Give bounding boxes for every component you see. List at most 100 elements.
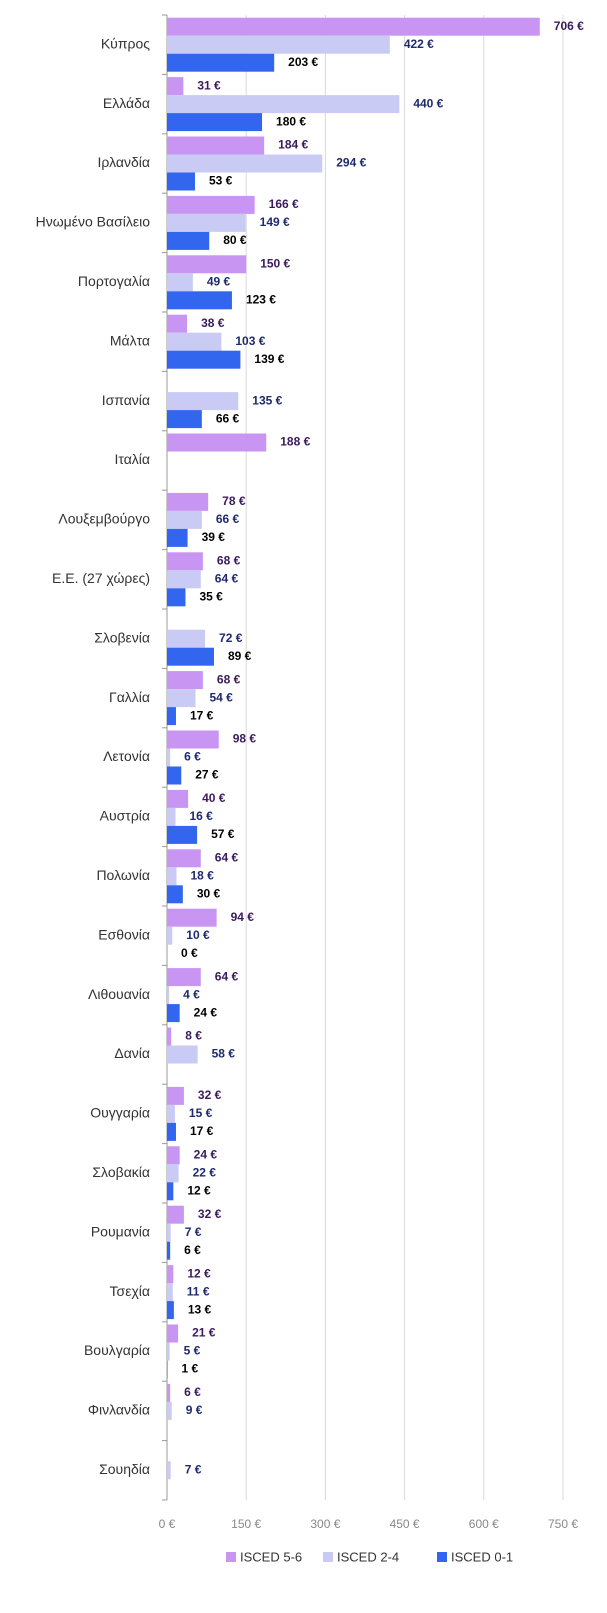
- value-label: 68 €: [217, 672, 241, 686]
- category-label: Ισπανία: [102, 392, 150, 408]
- bar: [167, 17, 540, 36]
- bar: [167, 53, 275, 72]
- category-label: Σλοβενία: [94, 629, 150, 645]
- value-label: 17 €: [190, 1124, 214, 1138]
- x-tick-label: 450 €: [390, 1517, 420, 1531]
- x-tick-label: 600 €: [469, 1517, 499, 1531]
- bar: [167, 689, 196, 708]
- value-label: 68 €: [217, 553, 241, 567]
- category-label: Ε.Ε. (27 χώρες): [52, 570, 150, 586]
- bar: [167, 113, 263, 132]
- category-label: Κύπρος: [101, 35, 150, 51]
- value-label: 78 €: [222, 494, 246, 508]
- bar: [167, 528, 188, 547]
- bar: [167, 789, 189, 808]
- category-label: Λιθουανία: [88, 986, 150, 1002]
- category-label: Αυστρία: [100, 808, 150, 824]
- category-label: Σουηδία: [99, 1461, 150, 1477]
- value-label: 123 €: [246, 292, 276, 306]
- category-label: Σλοβακία: [92, 1164, 150, 1180]
- bar: [167, 748, 171, 767]
- value-label: 5 €: [184, 1344, 201, 1358]
- value-label: 32 €: [198, 1088, 222, 1102]
- value-label: 7 €: [185, 1462, 202, 1476]
- category-label: Φινλανδία: [88, 1402, 150, 1418]
- value-label: 54 €: [210, 690, 234, 704]
- x-tick-label: 750 €: [548, 1517, 578, 1531]
- value-label: 31 €: [197, 78, 221, 92]
- value-label: 66 €: [216, 411, 240, 425]
- bar: [167, 707, 176, 726]
- value-label: 16 €: [189, 809, 213, 823]
- bar: [167, 552, 203, 571]
- bar: [167, 671, 203, 690]
- value-label: 12 €: [187, 1266, 211, 1280]
- category-label: Ιταλία: [114, 451, 150, 467]
- category-label: Λουξεμβούργο: [58, 511, 150, 527]
- value-label: 188 €: [280, 435, 310, 449]
- category-label: Δανία: [114, 1045, 150, 1061]
- value-label: 8 €: [185, 1029, 202, 1043]
- bar: [167, 908, 217, 927]
- x-tick-label: 0 €: [159, 1517, 176, 1531]
- bar: [167, 1146, 180, 1165]
- value-label: 6 €: [184, 1243, 201, 1257]
- bar: [167, 1383, 171, 1402]
- bar: [167, 77, 184, 96]
- value-label: 139 €: [254, 352, 284, 366]
- value-label: 72 €: [219, 631, 243, 645]
- value-label: 150 €: [260, 256, 290, 270]
- value-label: 66 €: [216, 512, 240, 526]
- bar: [167, 273, 193, 292]
- value-label: 10 €: [186, 928, 210, 942]
- legend-swatch: [437, 1552, 447, 1562]
- legend-swatch: [323, 1552, 333, 1562]
- value-label: 39 €: [202, 530, 226, 544]
- bar: [167, 492, 209, 511]
- legend-label: ISCED 0-1: [451, 1549, 513, 1564]
- bar: [167, 172, 195, 191]
- value-label: 57 €: [211, 827, 235, 841]
- bar: [167, 195, 255, 214]
- bar: [167, 1164, 179, 1183]
- value-label: 24 €: [194, 1005, 218, 1019]
- category-label: Τσεχία: [110, 1283, 150, 1299]
- value-label: 98 €: [233, 732, 257, 746]
- category-label: Ουγγαρία: [90, 1105, 150, 1121]
- value-label: 18 €: [191, 868, 215, 882]
- value-label: 64 €: [215, 571, 239, 585]
- category-label: Εσθονία: [98, 926, 150, 942]
- value-label: 180 €: [276, 114, 306, 128]
- category-label: Βουλγαρία: [84, 1342, 150, 1358]
- value-label: 294 €: [336, 156, 366, 170]
- bar: [167, 332, 222, 351]
- value-label: 80 €: [223, 233, 247, 247]
- value-label: 38 €: [201, 316, 225, 330]
- bar: [167, 35, 390, 54]
- value-label: 440 €: [413, 96, 443, 110]
- value-label: 94 €: [231, 910, 255, 924]
- bar: [167, 849, 201, 868]
- value-label: 21 €: [192, 1326, 216, 1340]
- bar: [167, 766, 182, 785]
- bar: [167, 1027, 172, 1046]
- bar: [167, 1086, 184, 1105]
- value-label: 13 €: [188, 1302, 212, 1316]
- value-label: 22 €: [193, 1165, 217, 1179]
- bar: [167, 433, 267, 452]
- value-label: 135 €: [252, 393, 282, 407]
- value-label: 32 €: [198, 1207, 222, 1221]
- value-label: 15 €: [189, 1106, 213, 1120]
- category-label: Ελλάδα: [103, 95, 150, 111]
- value-label: 6 €: [184, 1385, 201, 1399]
- x-tick-label: 150 €: [231, 1517, 261, 1531]
- value-label: 149 €: [260, 215, 290, 229]
- bar: [167, 1182, 174, 1201]
- value-label: 1 €: [182, 1362, 199, 1376]
- value-label: 30 €: [197, 886, 221, 900]
- bar: [167, 1104, 175, 1123]
- value-label: 6 €: [184, 750, 201, 764]
- value-label: 166 €: [269, 197, 299, 211]
- value-label: 203 €: [288, 55, 318, 69]
- bar: [167, 807, 176, 826]
